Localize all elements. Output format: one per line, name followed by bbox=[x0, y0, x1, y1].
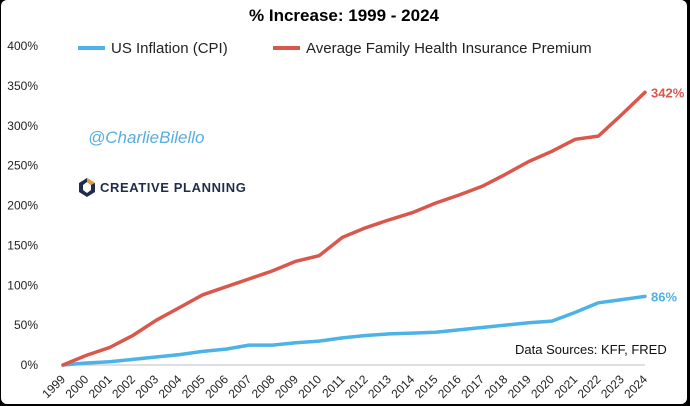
x-tick-label: 2018 bbox=[482, 372, 511, 401]
x-tick-label: 2024 bbox=[621, 372, 650, 401]
x-tick-label: 2002 bbox=[109, 372, 138, 401]
x-tick-label: 2020 bbox=[528, 372, 557, 401]
legend-label-premium: Average Family Health Insurance Premium bbox=[306, 40, 592, 57]
y-tick-label: 50% bbox=[14, 318, 38, 332]
x-tick-label: 2016 bbox=[435, 372, 464, 401]
x-tick-label: 2017 bbox=[458, 372, 487, 401]
x-tick-label: 2006 bbox=[202, 372, 231, 401]
x-tick-label: 2014 bbox=[389, 372, 418, 401]
legend-label-cpi: US Inflation (CPI) bbox=[111, 40, 228, 57]
y-tick-label: 0% bbox=[21, 358, 39, 372]
y-tick-label: 400% bbox=[7, 39, 38, 53]
x-tick-label: 2011 bbox=[319, 372, 347, 400]
x-tick-label: 2019 bbox=[505, 372, 534, 401]
x-tick-label: 1999 bbox=[39, 372, 68, 401]
x-tick-label: 2001 bbox=[86, 372, 115, 401]
y-tick-label: 100% bbox=[7, 278, 38, 292]
y-tick-label: 350% bbox=[7, 79, 38, 93]
end-label-cpi: 86% bbox=[651, 289, 677, 304]
series-line-premium bbox=[61, 90, 647, 367]
series-group: 86% 342% bbox=[61, 85, 685, 367]
x-tick-label: 2004 bbox=[156, 372, 185, 401]
x-tick-label: 2007 bbox=[226, 372, 255, 401]
creative-planning-mark-icon bbox=[79, 178, 95, 197]
y-tick-label: 150% bbox=[7, 238, 38, 252]
y-tick-label: 200% bbox=[7, 199, 38, 213]
x-tick-label: 2021 bbox=[551, 372, 580, 401]
x-tick-label: 2023 bbox=[598, 372, 627, 401]
x-tick-label: 2005 bbox=[179, 372, 208, 401]
y-tick-label: 250% bbox=[7, 159, 38, 173]
x-tick-label: 2015 bbox=[412, 372, 441, 401]
series-line-cpi bbox=[61, 294, 647, 367]
x-tick-label: 2012 bbox=[342, 372, 371, 401]
y-tick-label: 300% bbox=[7, 119, 38, 133]
legend: US Inflation (CPI) Average Family Health… bbox=[78, 40, 592, 57]
x-tick-label: 2000 bbox=[63, 372, 92, 401]
source-note: Data Sources: KFF, FRED bbox=[515, 342, 667, 357]
x-tick-label: 2003 bbox=[132, 372, 161, 401]
creative-planning-logo: CREATIVE PLANNING bbox=[79, 178, 246, 197]
x-tick-label: 2009 bbox=[272, 372, 301, 401]
x-tick-label: 2013 bbox=[365, 372, 394, 401]
chart-title: % Increase: 1999 - 2024 bbox=[249, 6, 440, 25]
brand-name: CREATIVE PLANNING bbox=[100, 180, 246, 195]
x-tick-label: 2010 bbox=[295, 372, 324, 401]
author-handle: @CharlieBilello bbox=[88, 128, 204, 147]
x-tick-label: 2008 bbox=[249, 372, 278, 401]
end-label-premium: 342% bbox=[651, 85, 685, 100]
x-tick-label: 2022 bbox=[575, 372, 604, 401]
